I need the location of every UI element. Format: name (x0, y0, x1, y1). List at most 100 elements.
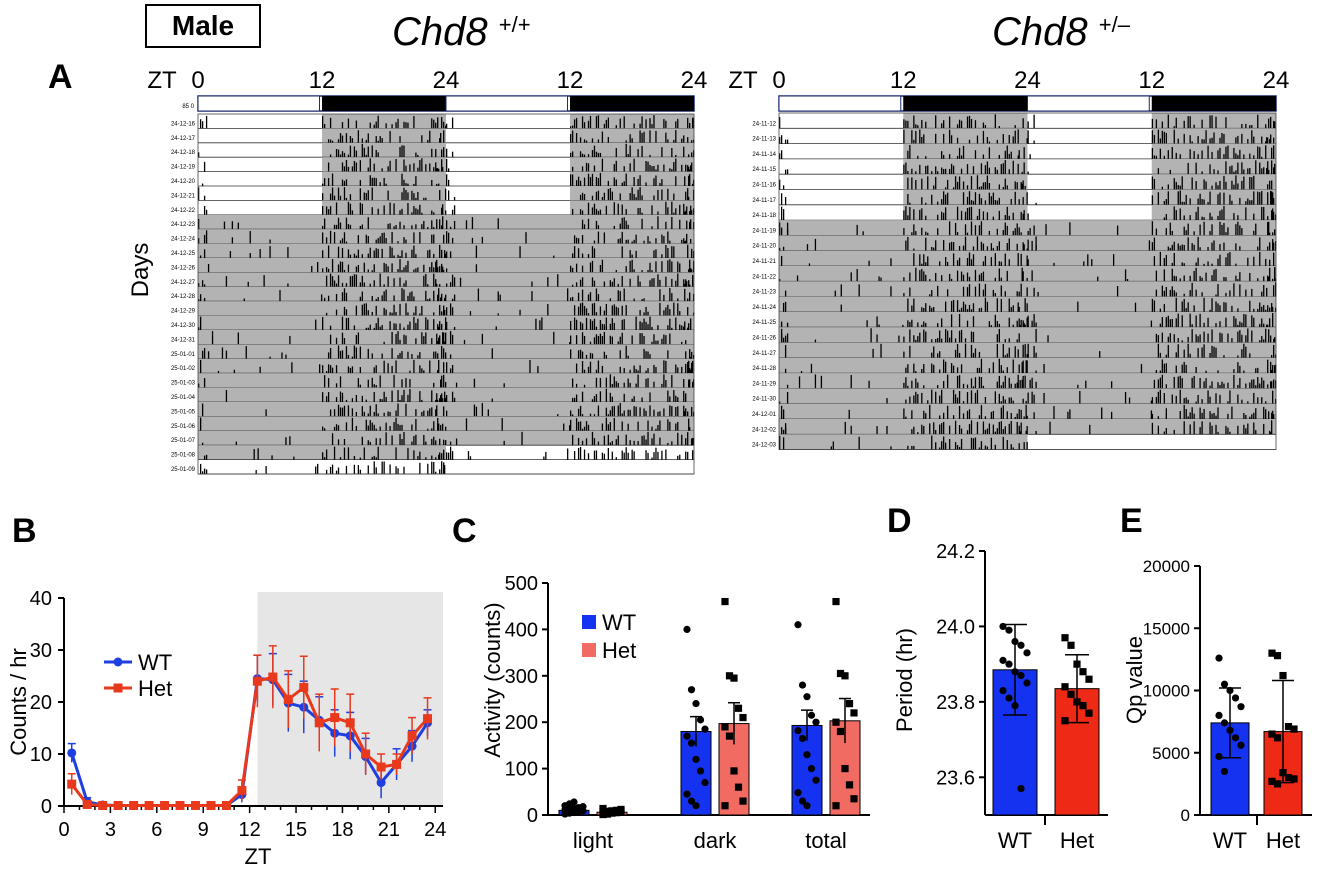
wt-ld-light-1 (197, 95, 321, 112)
wt-activity-row (203, 158, 693, 172)
d-wt-point (1005, 660, 1013, 668)
c-wt-point (692, 700, 700, 708)
het-day-label: 24-12-03 (752, 443, 777, 449)
d-het-point (1061, 683, 1069, 691)
wt-activity-row (203, 446, 694, 460)
het-ld-light-1 (778, 95, 902, 112)
wt-activity-row (198, 316, 692, 330)
het-data-point (314, 718, 324, 728)
wt-activity-row (211, 331, 687, 345)
wt-activity-row (198, 143, 695, 158)
c-y-tick-label: 300 (505, 666, 538, 688)
d-y-tick-label: 24.0 (936, 616, 975, 638)
c-het-point (841, 672, 849, 680)
wt-gray-segment (570, 128, 694, 143)
b-x-tick-label: 0 (58, 819, 69, 841)
d-y-tick-label: 24.2 (936, 541, 975, 563)
wt-gray-segment (198, 430, 694, 446)
d-wt-point (999, 656, 1007, 664)
het-gray-segment (1151, 113, 1276, 129)
c-wt-point (687, 739, 696, 747)
sex-label-box: Male (145, 4, 261, 48)
het-ld-dark-1 (903, 96, 1028, 111)
het-data-point (113, 800, 123, 810)
c-het-point (850, 709, 858, 717)
c-het-point (832, 718, 840, 726)
het-day-label: 24-11-29 (752, 381, 776, 387)
b-x-tick-label: 18 (331, 819, 353, 841)
c-wt-point (807, 711, 816, 719)
wt-activity-row (199, 461, 446, 474)
c-legend-wt-swatch (582, 615, 596, 629)
c-het-point (734, 704, 743, 712)
het-data-point (376, 762, 386, 772)
wt-day-label: 24-12-17 (171, 136, 196, 142)
het-day-label: 24-12-02 (752, 427, 777, 433)
c-wt-point (579, 803, 587, 811)
e-y-tick-label: 15000 (1143, 619, 1190, 638)
e-x-category-label: WT (1213, 828, 1247, 853)
e-wt-point (1215, 654, 1223, 662)
c-het-point (739, 713, 747, 722)
panel-label-b: B (12, 512, 37, 550)
e-het-point (1273, 734, 1282, 742)
d-wt-point (1011, 637, 1019, 646)
wt-day-label: 24-12-21 (171, 193, 196, 199)
e-wt-point (1220, 680, 1229, 688)
b-y-tick-label: 0 (41, 796, 52, 818)
c-het-point (603, 807, 612, 815)
d-y-axis-label: Period (hr) (892, 628, 917, 732)
wt-day-label: 24-12-30 (171, 323, 196, 329)
wt-day-label: 25-01-09 (171, 467, 196, 473)
e-wt-point (1226, 726, 1234, 734)
b-legend-het-label: Het (138, 676, 172, 701)
e-wt-point (1215, 752, 1223, 761)
wt-activity-row (207, 259, 695, 273)
wt-activity-row (198, 230, 692, 244)
c-wt-point (683, 732, 691, 740)
c-wt-point (692, 802, 700, 810)
wt-day-label: 24-12-16 (171, 121, 196, 127)
wt-day-label: 24-12-28 (171, 294, 196, 300)
e-y-tick-label: 5000 (1152, 744, 1190, 763)
zt-tick-label: 24 (1263, 67, 1290, 94)
c-y-tick-label: 500 (505, 573, 538, 595)
c-x-category-label: dark (694, 828, 738, 853)
d-het-point (1067, 641, 1075, 649)
e-wt-point (1220, 719, 1229, 727)
het-day-label: 24-11-28 (752, 366, 776, 372)
b-y-tick-label: 10 (30, 744, 52, 766)
b-y-tick-label: 30 (30, 640, 52, 662)
d-wt-point (1005, 626, 1013, 634)
wt-gray-segment (322, 114, 446, 129)
c-het-point (734, 783, 743, 791)
d-het-point (1085, 675, 1093, 683)
het-gray-segment (903, 189, 1028, 205)
het-gray-segment (779, 434, 1028, 450)
wt-ld-header-label: 85 0 (182, 104, 194, 110)
het-data-point (190, 800, 200, 810)
het-gray-segment (1151, 158, 1276, 175)
c-wt-point (812, 718, 820, 726)
c-wt-point (794, 726, 802, 735)
het-gray-segment (779, 373, 1276, 389)
wt-activity-row (225, 388, 687, 402)
c-wt-point (687, 686, 696, 694)
wt-ld-light-2 (445, 95, 569, 112)
days-axis-label: Days (127, 243, 154, 298)
d-wt-point (999, 686, 1007, 695)
c-het-point (730, 674, 738, 682)
het-activity-row (786, 374, 1277, 389)
wt-activity-row (199, 359, 694, 374)
het-activity-row (779, 236, 1277, 251)
het-data-point (330, 713, 340, 723)
zt-tick-label: 24 (1014, 67, 1041, 94)
wt-activity-row (198, 374, 695, 388)
wt-ld-dark-1 (322, 96, 446, 111)
c-het-point (832, 802, 840, 810)
c-legend-wt-label: WT (602, 610, 636, 635)
het-data-point (206, 800, 216, 810)
c-wt-point (683, 625, 691, 634)
d-wt-point (1023, 649, 1031, 657)
het-data-point (407, 731, 417, 741)
